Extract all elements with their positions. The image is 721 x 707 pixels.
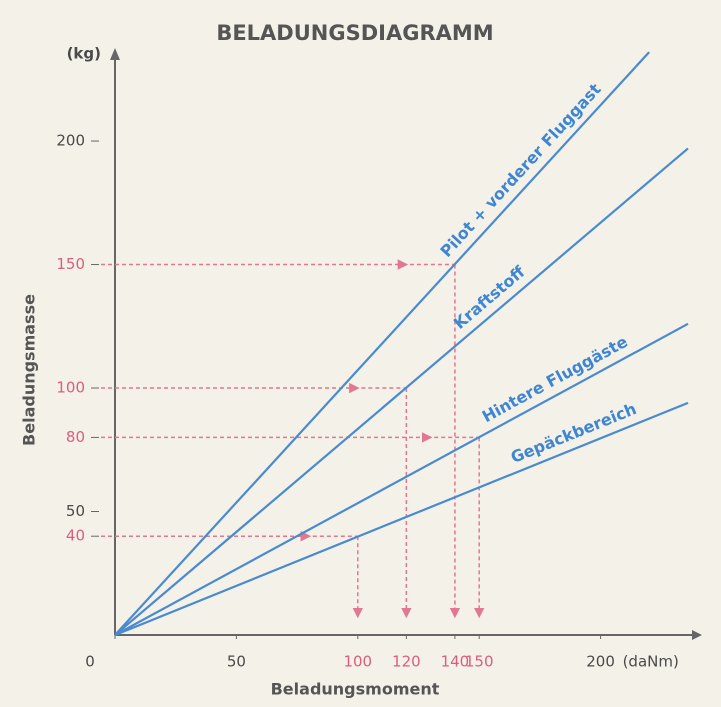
series-line bbox=[114, 401, 689, 637]
y-tick-label: 150 bbox=[56, 255, 85, 273]
y-tick-label: 50 bbox=[66, 502, 85, 520]
y-axis-arrow bbox=[110, 48, 120, 60]
series-line bbox=[114, 147, 689, 636]
series-label: Kraftstoff bbox=[450, 262, 529, 333]
y-tick-label: 100 bbox=[56, 379, 85, 397]
x-tick-label: 120 bbox=[392, 653, 421, 671]
y-tick-label: 80 bbox=[66, 428, 85, 446]
series-label: Pilot + vorderer Fluggast bbox=[436, 79, 605, 260]
x-tick-label: 200 bbox=[586, 653, 615, 671]
y-axis-label: Beladungsmasse bbox=[20, 294, 39, 446]
x-unit: (daNm) bbox=[623, 653, 679, 671]
x-tick-label: 100 bbox=[343, 653, 372, 671]
y-tick-label: 200 bbox=[56, 132, 85, 150]
y-unit: (kg) bbox=[67, 45, 101, 63]
x-tick-label: 140 bbox=[441, 653, 470, 671]
series-label: Gepäckbereich bbox=[508, 399, 639, 467]
y-tick-label: 40 bbox=[66, 527, 85, 545]
series-line bbox=[114, 322, 689, 636]
x-tick-label: 0 bbox=[85, 653, 95, 671]
series-line bbox=[114, 51, 650, 636]
x-tick-label: 150 bbox=[465, 653, 494, 671]
chart-title: BELADUNGSDIAGRAMM bbox=[216, 21, 493, 45]
x-axis-arrow bbox=[692, 630, 702, 640]
x-tick-label: 50 bbox=[227, 653, 246, 671]
x-axis-label: Beladungsmoment bbox=[271, 680, 440, 699]
